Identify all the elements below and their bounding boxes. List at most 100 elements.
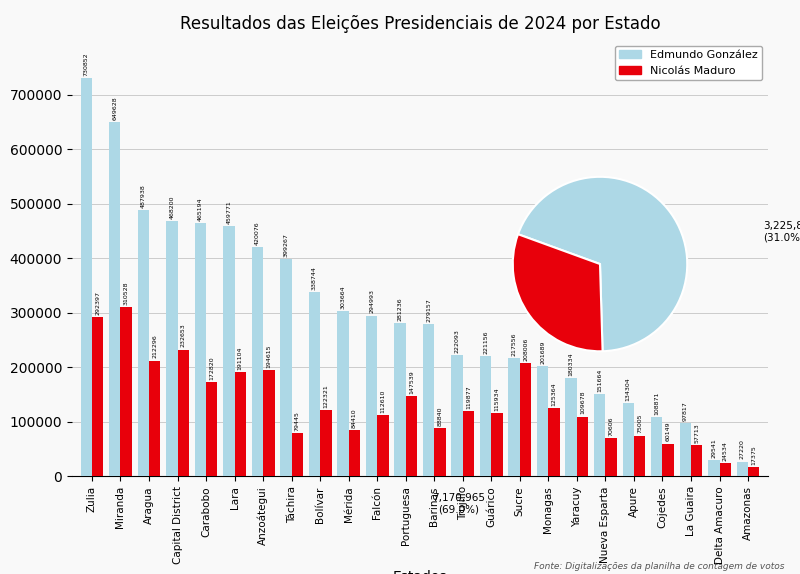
Text: 487938: 487938 [141, 184, 146, 208]
Text: 730852: 730852 [84, 52, 89, 76]
Text: 172820: 172820 [210, 356, 214, 380]
Bar [178, 350, 189, 476]
Bar [634, 436, 646, 476]
Text: 294993: 294993 [369, 289, 374, 313]
Text: 151664: 151664 [598, 368, 602, 391]
Text: 17375: 17375 [751, 445, 756, 465]
Text: 24534: 24534 [722, 441, 728, 461]
Bar [423, 324, 434, 476]
Bar [138, 210, 149, 476]
Bar [338, 311, 349, 476]
Text: 180334: 180334 [569, 352, 574, 376]
Text: 88840: 88840 [438, 406, 442, 426]
Text: 108871: 108871 [654, 391, 659, 415]
Text: 310528: 310528 [124, 281, 129, 305]
Legend: Edmundo González, Nicolás Maduro: Edmundo González, Nicolás Maduro [614, 46, 762, 80]
Text: 29541: 29541 [711, 439, 716, 458]
Bar [252, 247, 263, 476]
Wedge shape [513, 234, 602, 351]
Text: 134304: 134304 [626, 377, 630, 401]
Text: 3,225,819
(31.0%): 3,225,819 (31.0%) [763, 220, 800, 242]
Text: 7,170,965
(69.0%): 7,170,965 (69.0%) [432, 493, 485, 515]
Text: 292397: 292397 [95, 291, 100, 315]
Text: 279157: 279157 [426, 298, 431, 322]
Text: 112610: 112610 [381, 389, 386, 413]
Bar [491, 413, 502, 476]
Bar [594, 394, 606, 476]
Bar [109, 122, 121, 476]
Text: Fonte: Digitalizações da planilha de contagem de votos: Fonte: Digitalizações da planilha de con… [534, 562, 784, 571]
Text: 201689: 201689 [540, 341, 545, 364]
Bar [394, 323, 406, 476]
Title: Resultados das Eleições Presidenciais de 2024 por Estado: Resultados das Eleições Presidenciais de… [180, 15, 660, 33]
Text: 75005: 75005 [637, 414, 642, 433]
Text: 420076: 420076 [255, 222, 260, 245]
Bar [166, 221, 178, 476]
Y-axis label: Número de Votos: Número de Votos [0, 199, 4, 318]
Text: 232653: 232653 [181, 324, 186, 347]
Bar [378, 415, 389, 476]
Bar [280, 259, 292, 476]
Bar [81, 78, 92, 476]
Bar [566, 378, 577, 476]
Bar [577, 417, 588, 476]
Bar [92, 317, 103, 476]
Text: 27220: 27220 [740, 440, 745, 459]
Text: 57713: 57713 [694, 423, 699, 443]
X-axis label: Estados: Estados [393, 570, 447, 574]
Wedge shape [518, 177, 687, 351]
Text: 60149: 60149 [666, 422, 670, 441]
Bar [406, 396, 417, 476]
Bar [292, 433, 303, 476]
Bar [366, 316, 378, 476]
Text: 221156: 221156 [483, 330, 488, 354]
Bar [509, 358, 520, 476]
Bar [606, 438, 617, 476]
Bar [223, 226, 234, 476]
Bar [737, 461, 748, 476]
Bar [691, 445, 702, 476]
Text: 459771: 459771 [226, 200, 231, 223]
Text: 465194: 465194 [198, 197, 203, 220]
Text: 208006: 208006 [523, 338, 528, 361]
Text: 468200: 468200 [170, 195, 174, 219]
Bar [309, 292, 320, 476]
Bar [708, 460, 719, 476]
Text: 115934: 115934 [494, 387, 499, 411]
Bar [234, 372, 246, 476]
Bar [679, 423, 691, 476]
Bar [349, 430, 360, 476]
Bar [548, 408, 560, 476]
Bar [662, 444, 674, 476]
Bar [719, 463, 731, 476]
Bar [121, 307, 132, 476]
Bar [434, 428, 446, 476]
Bar [748, 467, 759, 476]
Bar [480, 356, 491, 476]
Bar [263, 370, 274, 476]
Text: 147539: 147539 [409, 370, 414, 394]
Bar [149, 360, 161, 476]
Text: 649628: 649628 [112, 96, 118, 120]
Text: 338744: 338744 [312, 266, 317, 289]
Text: 217556: 217556 [512, 332, 517, 356]
Bar [320, 410, 331, 476]
Text: 70606: 70606 [609, 416, 614, 436]
Text: 97817: 97817 [682, 401, 688, 421]
Bar [206, 382, 218, 476]
Text: 79445: 79445 [295, 411, 300, 431]
Text: 399267: 399267 [283, 232, 289, 257]
Text: 281236: 281236 [398, 297, 402, 321]
Bar [622, 403, 634, 476]
Text: 84410: 84410 [352, 409, 357, 428]
Text: 303664: 303664 [341, 285, 346, 309]
Text: 119877: 119877 [466, 385, 471, 409]
Bar [651, 417, 662, 476]
Text: 194615: 194615 [266, 344, 271, 368]
Text: 212296: 212296 [152, 335, 158, 359]
Bar [462, 411, 474, 476]
Bar [520, 363, 531, 476]
Text: 125364: 125364 [551, 382, 557, 406]
Bar [451, 355, 462, 476]
Text: 122321: 122321 [323, 384, 328, 408]
